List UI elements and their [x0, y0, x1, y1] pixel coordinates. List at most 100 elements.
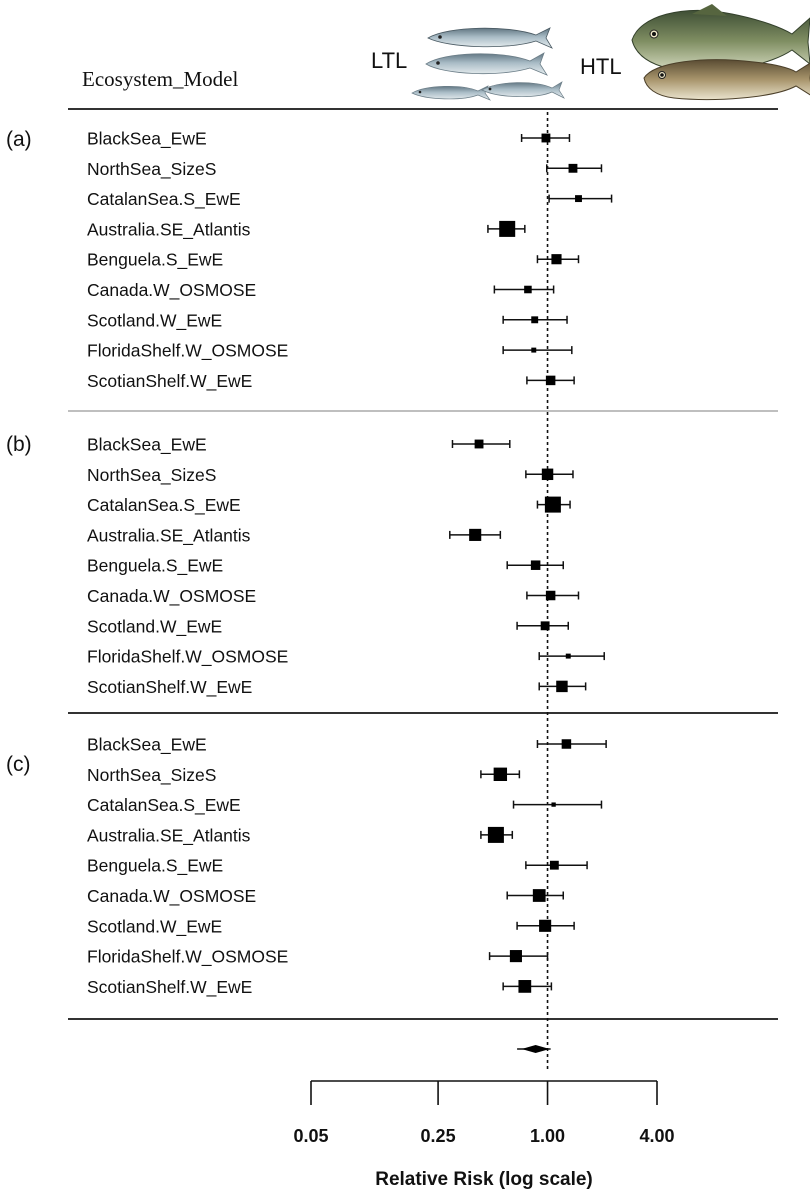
forest-row: NorthSea_SizeS — [87, 159, 603, 180]
model-label: Benguela.S_EwE — [87, 856, 223, 877]
model-label: ScotianShelf.W_EwE — [87, 977, 252, 998]
point-estimate — [568, 163, 578, 173]
model-label: Benguela.S_EwE — [87, 250, 223, 271]
small-pelagic-fish-icon — [411, 85, 491, 101]
column-title: Ecosystem_Model — [82, 67, 238, 91]
point-estimate — [474, 439, 484, 449]
point-estimate — [531, 316, 539, 324]
model-label: BlackSea_EwE — [87, 735, 207, 756]
point-estimate — [524, 285, 532, 294]
model-label: ScotianShelf.W_EwE — [87, 677, 252, 698]
panel: (a) BlackSea_EwE NorthSea_SizeS CatalanSea.… — [6, 128, 613, 392]
small-pelagic-fish-icon — [481, 81, 565, 99]
point-estimate — [509, 950, 522, 963]
point-estimate — [545, 375, 556, 386]
ltl-fish-group — [411, 27, 565, 101]
point-estimate — [551, 802, 556, 807]
summary-estimate — [517, 1045, 551, 1053]
htl-fish-group — [631, 4, 810, 100]
model-label: BlackSea_EwE — [87, 129, 207, 150]
forest-row: Scotland.W_EwE — [87, 916, 575, 937]
point-estimate — [469, 528, 482, 541]
forest-row: NorthSea_SizeS — [87, 465, 574, 486]
panel: (b) BlackSea_EwE NorthSea_SizeS CatalanSea.… — [6, 433, 605, 698]
forest-row: ScotianShelf.W_EwE — [87, 977, 553, 998]
forest-row: Canada.W_OSMOSE — [87, 280, 555, 301]
hake-icon — [643, 59, 810, 100]
model-label: Scotland.W_EwE — [87, 310, 222, 331]
model-label: CatalanSea.S_EwE — [87, 495, 241, 516]
forest-row: Australia.SE_Atlantis — [87, 219, 526, 240]
x-tick-label: 4.00 — [639, 1126, 674, 1146]
x-axis: 0.05 0.25 1.00 4.00 — [293, 1080, 675, 1146]
forest-row: NorthSea_SizeS — [87, 765, 521, 786]
forest-row: FloridaShelf.W_OSMOSE — [87, 341, 573, 362]
x-tick-label: 0.25 — [421, 1126, 456, 1146]
model-label: Scotland.W_EwE — [87, 916, 222, 937]
model-label: Australia.SE_Atlantis — [87, 525, 251, 546]
point-estimate — [487, 826, 504, 843]
model-label: Benguela.S_EwE — [87, 556, 223, 577]
model-label: Australia.SE_Atlantis — [87, 219, 251, 240]
model-label: CatalanSea.S_EwE — [87, 795, 241, 816]
point-estimate — [493, 767, 508, 781]
x-tick-label: 1.00 — [530, 1126, 565, 1146]
point-estimate — [561, 739, 572, 749]
point-estimate — [539, 919, 552, 932]
x-axis-label: Relative Risk (log scale) — [375, 1169, 593, 1190]
forest-row: Canada.W_OSMOSE — [87, 886, 564, 907]
forest-row: BlackSea_EwE — [87, 129, 571, 150]
point-estimate — [551, 254, 562, 265]
point-estimate — [541, 468, 554, 481]
forest-row: BlackSea_EwE — [87, 735, 607, 756]
panel-label: (b) — [6, 433, 32, 456]
panels: (a) BlackSea_EwE NorthSea_SizeS CatalanSea.… — [6, 128, 613, 998]
model-label: ScotianShelf.W_EwE — [87, 371, 252, 392]
summary-diamond — [521, 1045, 550, 1053]
ltl-label: LTL — [371, 48, 407, 73]
model-label: FloridaShelf.W_OSMOSE — [87, 947, 288, 968]
forest-row: CatalanSea.S_EwE — [87, 495, 571, 516]
forest-row: BlackSea_EwE — [87, 435, 511, 456]
point-estimate — [544, 496, 561, 513]
point-estimate — [575, 195, 582, 203]
forest-row: Australia.SE_Atlantis — [87, 825, 514, 846]
forest-row: CatalanSea.S_EwE — [87, 795, 603, 816]
forest-row: Benguela.S_EwE — [87, 856, 588, 877]
model-label: NorthSea_SizeS — [87, 765, 216, 786]
htl-label: HTL — [580, 54, 622, 79]
panel-label: (c) — [6, 753, 31, 776]
model-label: BlackSea_EwE — [87, 435, 207, 456]
forest-row: ScotianShelf.W_EwE — [87, 677, 587, 698]
point-estimate — [532, 889, 546, 902]
model-label: Canada.W_OSMOSE — [87, 886, 256, 907]
point-estimate — [556, 680, 568, 693]
point-estimate — [499, 220, 516, 237]
point-estimate — [518, 980, 532, 993]
forest-row: Benguela.S_EwE — [87, 250, 580, 271]
x-tick-label: 0.05 — [293, 1126, 328, 1146]
point-estimate — [545, 590, 556, 601]
forest-row: ScotianShelf.W_EwE — [87, 371, 575, 392]
small-pelagic-fish-icon — [425, 52, 549, 76]
forest-row: Scotland.W_EwE — [87, 310, 568, 331]
forest-row: Scotland.W_EwE — [87, 616, 570, 637]
forest-row: Canada.W_OSMOSE — [87, 586, 580, 607]
model-label: Scotland.W_EwE — [87, 616, 222, 637]
forest-row: Australia.SE_Atlantis — [87, 525, 502, 546]
forest-row: Benguela.S_EwE — [87, 556, 564, 577]
model-label: NorthSea_SizeS — [87, 465, 216, 486]
point-estimate — [549, 860, 559, 870]
point-estimate — [540, 621, 550, 631]
forest-row: FloridaShelf.W_OSMOSE — [87, 947, 549, 968]
small-pelagic-fish-icon — [427, 27, 553, 49]
panel-label: (a) — [6, 128, 32, 151]
point-estimate — [565, 653, 571, 659]
point-estimate — [541, 133, 551, 143]
forest-row: CatalanSea.S_EwE — [87, 189, 613, 210]
forest-row: FloridaShelf.W_OSMOSE — [87, 647, 605, 668]
model-label: FloridaShelf.W_OSMOSE — [87, 647, 288, 668]
panel: (c) BlackSea_EwE NorthSea_SizeS CatalanSea.… — [6, 735, 607, 998]
model-label: Canada.W_OSMOSE — [87, 280, 256, 301]
